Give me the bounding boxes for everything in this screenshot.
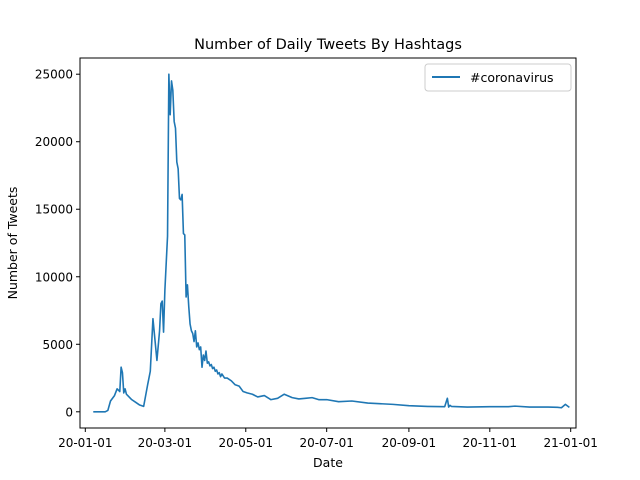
series-line [93,73,570,413]
y-axis: 0 5000 10000 15000 20000 25000 [35,68,80,419]
plot-area [79,57,577,429]
x-tick-label: 21-01-01 [543,436,597,450]
x-tick-label: 20-11-01 [463,436,517,450]
legend-box [424,63,572,92]
y-tick-label: 0 [65,405,73,419]
x-tick-label: 20-07-01 [299,436,353,450]
y-tick-label: 20000 [35,135,73,149]
y-axis-label: Number of Tweets [5,187,20,300]
plot-frame [79,57,577,429]
x-tick-label: 20-01-01 [58,436,112,450]
y-tick-label: 5000 [42,338,73,352]
y-tick-label: 10000 [35,270,73,284]
legend: #coronavirus [424,63,572,92]
legend-label: #coronavirus [470,70,554,85]
x-tick-label: 20-03-01 [138,436,192,450]
x-axis: 20-01-01 20-03-01 20-05-01 20-07-01 20-09-01… [58,428,598,450]
x-tick-label: 20-05-01 [219,436,273,450]
y-tick-label: 15000 [35,203,73,217]
y-tick-label: 25000 [35,68,73,82]
x-axis-label: Date [313,455,343,470]
chart-title: Number of Daily Tweets By Hashtags [194,37,462,53]
series-layer [93,73,570,413]
x-tick-label: 20-09-01 [382,436,436,450]
